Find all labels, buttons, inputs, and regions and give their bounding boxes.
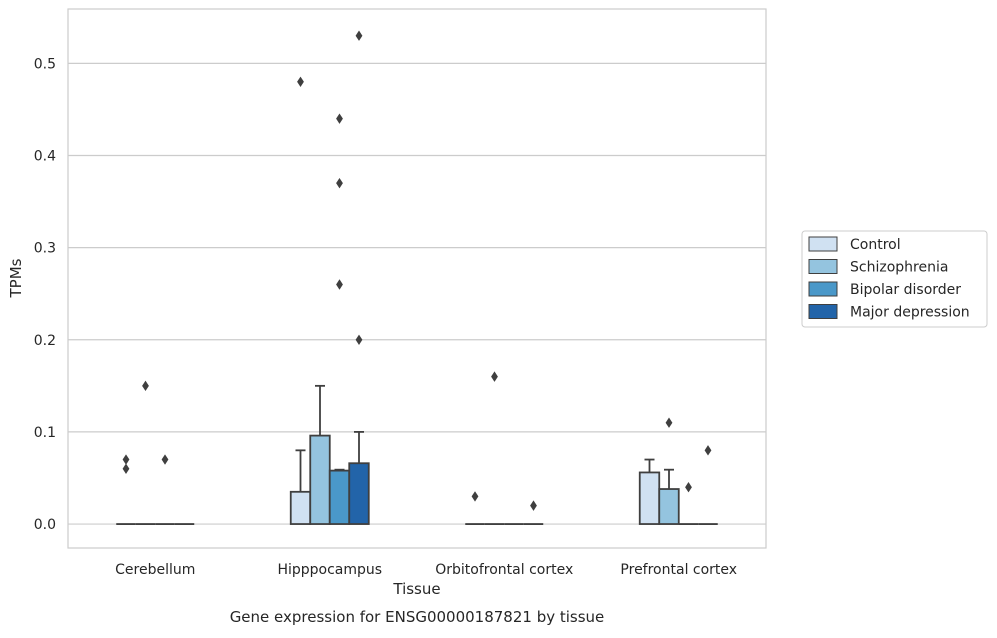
legend-swatch-bipolar-disorder — [808, 281, 838, 297]
outlier-point — [665, 417, 673, 428]
outlier-point — [336, 279, 343, 290]
legend-label-major-depression: Major depression — [850, 305, 970, 321]
grid-lines — [68, 62, 766, 525]
bars — [116, 434, 718, 525]
legend-swatch-schizophrenia — [808, 259, 838, 274]
x-tick-label: Hipppocampus — [277, 562, 382, 578]
x-tick-labels: Cerebellum Hipppocampus Orbitofrontal cort… — [115, 562, 737, 578]
y-tick-labels: 0.0 0.1 0.2 0.3 0.4 0.5 — [34, 56, 56, 533]
y-axis-label: TPMs — [7, 258, 25, 298]
outlier-point — [336, 177, 343, 189]
y-tick-label: 0.5 — [34, 56, 56, 72]
y-tick-label: 0.4 — [34, 148, 56, 164]
legend-label-bipolar-disorder: Bipolar disorder — [850, 282, 961, 298]
outlier-point — [161, 454, 169, 465]
plot-frame — [67, 8, 767, 549]
outlier-point — [355, 334, 363, 345]
y-tick-label: 0.3 — [34, 241, 56, 257]
bar-bipolar-disorder — [328, 469, 351, 525]
outlier-point — [297, 76, 304, 87]
outlier-point — [471, 491, 479, 502]
bar-major-depression — [348, 462, 370, 525]
outlier-point — [704, 445, 712, 456]
bar-control — [638, 471, 661, 525]
x-tick-label: Prefrontal cortex — [620, 562, 737, 578]
bar-schizophrenia — [658, 488, 680, 525]
outlier-point — [685, 481, 692, 493]
y-tick-label: 0.0 — [34, 517, 56, 533]
outlier-point — [142, 380, 149, 392]
outlier-points — [122, 30, 712, 511]
outlier-point — [355, 30, 363, 41]
x-tick-label: Cerebellum — [115, 562, 195, 578]
legend-label-control: Control — [850, 237, 901, 253]
outlier-point — [491, 371, 498, 382]
y-tick-label: 0.1 — [34, 425, 56, 441]
bar-control — [289, 490, 312, 525]
bar-schizophrenia — [309, 434, 331, 525]
x-axis-label: Tissue — [392, 580, 440, 598]
legend-swatch-major-depression — [808, 304, 838, 319]
error-bars — [295, 384, 674, 492]
chart-caption: Gene expression for ENSG00000187821 by t… — [230, 608, 605, 626]
legend-swatch-control — [808, 236, 838, 252]
outlier-point — [122, 454, 130, 465]
outlier-point — [122, 463, 130, 474]
y-tick-label: 0.2 — [34, 333, 56, 349]
outlier-point — [530, 500, 537, 511]
outlier-point — [336, 113, 343, 124]
legend-frame — [801, 230, 988, 328]
legend-label-schizophrenia: Schizophrenia — [850, 260, 948, 276]
x-tick-label: Orbitofrontal cortex — [435, 562, 573, 578]
legend: Control Schizophrenia Bipolar disorder Majo… — [801, 230, 988, 328]
